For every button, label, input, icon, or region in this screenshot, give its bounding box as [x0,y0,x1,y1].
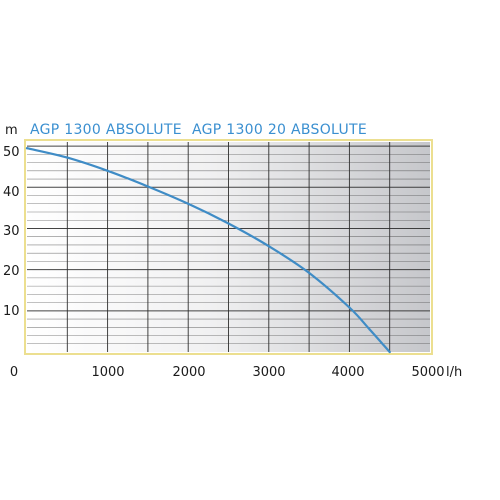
x-tick-label: 0 [10,365,18,380]
x-tick-label: 3000 [252,365,285,380]
curve-data-point [227,222,230,225]
axis-ticks: 50 40 30 20 10 0 1000 2000 3000 4000 5000 l/h [3,145,462,380]
curve-data-point [267,245,270,248]
y-tick-label: 50 [3,145,20,160]
x-unit-label: l/h [446,365,462,380]
curve-data-point [66,156,69,159]
legend: m AGP 1300 ABSOLUTE AGP 1300 20 ABSOLUTE [5,122,367,138]
series-curves [25,147,391,354]
curve-data-point [25,147,29,150]
y-tick-label: 40 [3,185,20,200]
y-tick-label: 30 [3,224,20,239]
x-tick-label: 5000 [411,365,444,380]
x-tick-label: 1000 [91,365,124,380]
curve-data-point [348,306,351,309]
grid-lines [27,142,430,352]
curve-data-point [308,271,311,274]
x-tick-label: 2000 [172,365,205,380]
legend-item-agp-1300-20-absolute: AGP 1300 20 ABSOLUTE [192,122,367,138]
curve-data-point [368,328,371,331]
y-unit-label: m [5,123,18,138]
curve-data-point [388,350,391,354]
curve-data-point [146,185,149,188]
y-tick-label: 20 [3,264,20,279]
plot-frame [24,139,433,355]
x-tick-label: 4000 [331,365,364,380]
curve-data-point [106,169,109,172]
y-tick-label: 10 [3,304,20,319]
legend-item-agp-1300-absolute: AGP 1300 ABSOLUTE [30,122,182,138]
curve-data-point [187,202,190,205]
